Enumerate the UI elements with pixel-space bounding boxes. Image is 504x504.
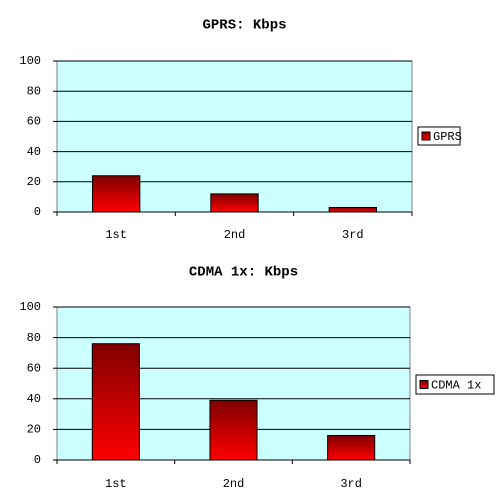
legend-label: GPRS [433,130,462,144]
legend-box [415,374,495,395]
y-tick-label: 40 [27,145,41,159]
y-tick-label: 20 [27,423,41,437]
y-tick-label: 0 [34,453,41,467]
bar [210,193,259,213]
bar [328,206,377,213]
chart-title: GPRS: Kbps [202,18,286,34]
y-tick-label: 100 [19,54,41,68]
legend-label: CDMA 1x [431,379,481,393]
x-tick-label: 2nd [223,477,245,491]
y-tick-label: 80 [27,84,41,98]
chart-title: CDMA 1x: Kbps [189,265,298,281]
y-tick-label: 20 [27,175,41,189]
legend-swatch [421,131,431,141]
y-tick-label: 100 [19,300,41,314]
bar [91,343,140,461]
bar [327,435,376,461]
y-tick-label: 60 [27,115,41,129]
x-tick-label: 3rd [342,228,364,242]
bar [209,399,258,461]
x-tick-label: 3rd [340,477,362,491]
x-tick-label: 1st [105,477,127,491]
legend-swatch [419,380,429,389]
y-tick-label: 0 [34,205,41,219]
y-tick-label: 40 [27,392,41,406]
x-tick-label: 2nd [224,228,246,242]
x-tick-label: 1st [105,228,127,242]
y-tick-label: 60 [27,361,41,375]
bar [92,175,141,213]
y-tick-label: 80 [27,331,41,345]
